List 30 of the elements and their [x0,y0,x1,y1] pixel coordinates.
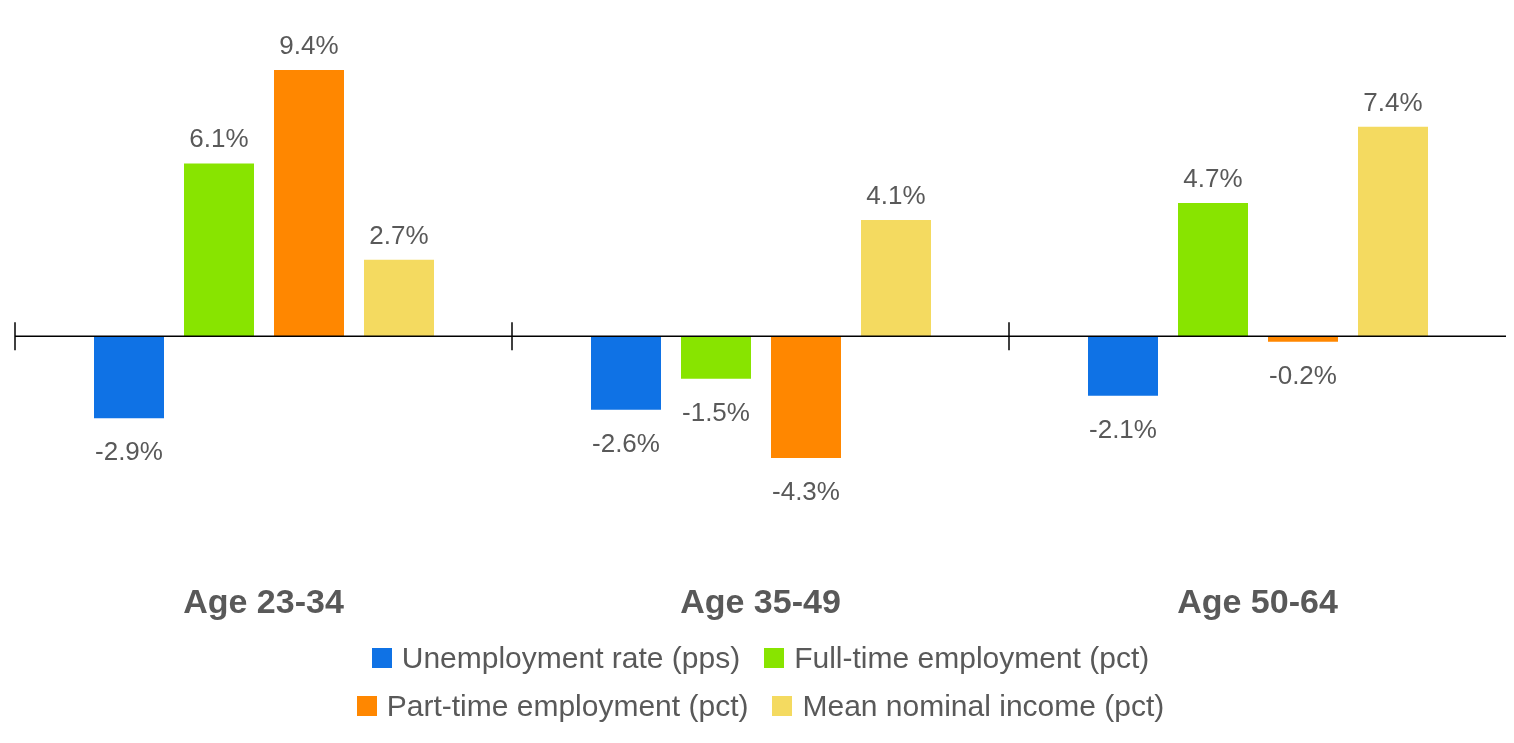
data-label: -2.9% [95,436,163,467]
bar [861,220,931,337]
data-label: -2.6% [592,427,660,458]
data-label: -1.5% [682,396,750,427]
bar [184,163,254,337]
data-label: 2.7% [369,219,429,250]
bar [1088,336,1158,396]
data-label: -2.1% [1089,413,1157,444]
x-tick-label: Age 35-49 [680,582,841,621]
bar [1178,203,1248,337]
legend-label: Mean nominal income (pct) [802,689,1165,723]
bar [364,259,434,337]
data-label: 9.4% [279,30,339,60]
x-tick-label: Age 23-34 [183,582,344,621]
data-label: -0.2% [1269,359,1337,390]
legend-label: Part-time employment (pct) [386,689,749,723]
legend-label: Unemployment rate (pps) [401,641,741,675]
bar [681,336,751,379]
bar [274,70,344,337]
bar [591,336,661,410]
data-label: 7.4% [1363,86,1423,117]
bar [1358,126,1428,337]
data-label: 6.1% [189,123,249,154]
data-label: 4.7% [1183,163,1243,194]
x-tick-label: Age 50-64 [1177,582,1338,621]
bar [771,336,841,458]
legend-label: Full-time employment (pct) [794,641,1150,675]
bar [94,336,164,419]
data-label: 4.1% [866,180,926,211]
data-label: -4.3% [772,475,840,506]
